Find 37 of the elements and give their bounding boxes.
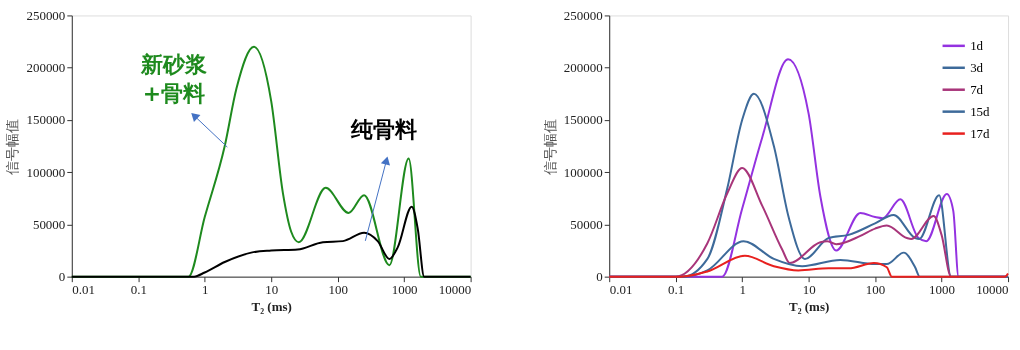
x-tick-label: 10 (802, 282, 816, 298)
x-tick-label: 0.1 (130, 282, 147, 298)
x-tick-label: 1000 (929, 282, 956, 298)
y-axis-title: 信号幅值 (541, 118, 558, 175)
x-tick-label: 0.01 (72, 282, 95, 298)
x-tick-label: 0.01 (609, 282, 633, 298)
y-tick-label: 200000 (26, 60, 66, 76)
x-tick-label: 100 (865, 282, 886, 298)
x-tick-label: 1 (201, 282, 209, 298)
y-tick-label: 50000 (570, 216, 603, 232)
y-tick-label: 200000 (563, 60, 603, 76)
legend-label: 3d (970, 59, 984, 75)
legend-label: 7d (970, 81, 984, 97)
x-tick-label: 100 (328, 282, 348, 298)
x-tick-label: 10 (265, 282, 279, 298)
y-tick-label: 150000 (26, 112, 66, 128)
x-tick-label: 1000 (391, 282, 418, 298)
x-tick-label: 1 (739, 282, 746, 298)
y-tick-label: 250000 (563, 7, 603, 23)
y-tick-label: 150000 (563, 112, 603, 128)
x-axis-title: T₂ (ms) (251, 299, 292, 315)
x-tick-label: 0.1 (668, 282, 685, 298)
y-tick-label: 250000 (26, 7, 66, 23)
y-tick-label: 100000 (563, 164, 603, 180)
y-tick-label: 0 (596, 269, 603, 285)
x-tick-label: 10000 (438, 282, 472, 298)
series-label: 新砂浆 +骨料 (139, 51, 207, 107)
x-tick-label: 10000 (976, 282, 1009, 298)
y-tick-label: 100000 (26, 164, 66, 180)
y-axis-title: 信号幅值 (4, 118, 21, 175)
x-axis-title: T₂ (ms) (789, 299, 830, 315)
legend-label: 17d (970, 125, 991, 141)
y-tick-label: 50000 (32, 216, 66, 232)
y-tick-label: 0 (58, 269, 66, 285)
legend-label: 15d (970, 103, 991, 119)
text: 纯骨料 (350, 116, 418, 142)
legend-label: 1d (970, 37, 984, 53)
